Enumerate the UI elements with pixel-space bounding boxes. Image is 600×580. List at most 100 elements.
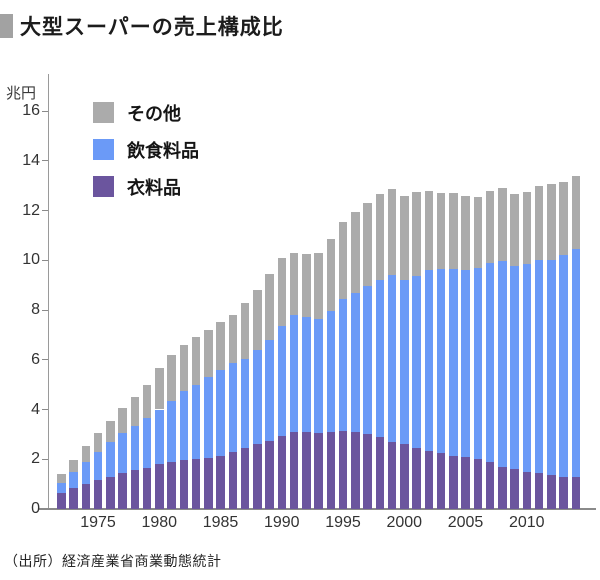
bar-segment-その他-1994 xyxy=(326,239,335,312)
bar-segment-飲食料品-1989 xyxy=(265,339,274,441)
bar-segment-衣料品-2004 xyxy=(449,455,458,509)
bar-segment-飲食料品-1983 xyxy=(191,384,201,460)
y-tick-mark xyxy=(42,359,48,361)
y-tick-mark xyxy=(42,210,48,211)
bar-segment-衣料品-1984 xyxy=(204,458,213,509)
bar-segment-その他-1990 xyxy=(277,257,286,327)
bar-segment-その他-1988 xyxy=(253,290,262,350)
y-tick-mark xyxy=(42,409,48,410)
y-tick-label: 12 xyxy=(22,201,40,219)
y-tick-label: 6 xyxy=(31,350,40,368)
bar-segment-衣料品-1977 xyxy=(118,472,127,509)
page-title: 大型スーパーの売上構成比 xyxy=(20,16,284,39)
bar-segment-飲食料品-2014 xyxy=(571,249,580,477)
bar-segment-飲食料品-1979 xyxy=(142,418,152,468)
bar-segment-飲食料品-2001 xyxy=(412,276,421,449)
bar-segment-その他-1979 xyxy=(142,384,152,419)
bar-segment-飲食料品-1994 xyxy=(326,311,335,432)
bar-segment-飲食料品-1976 xyxy=(106,441,115,477)
bar-segment-飲食料品-2006 xyxy=(473,267,482,460)
bar-segment-飲食料品-1973 xyxy=(69,471,78,488)
bar-segment-衣料品-2012 xyxy=(547,475,556,509)
bar-segment-その他-1995 xyxy=(338,221,348,299)
bar-segment-飲食料品-1996 xyxy=(351,292,360,432)
y-tick-label: 2 xyxy=(31,450,40,468)
bar-segment-衣料品-1996 xyxy=(351,431,360,509)
bar-segment-飲食料品-1991 xyxy=(289,314,299,432)
legend-item-clothing: 衣料品 xyxy=(93,176,199,198)
bar-segment-飲食料品-1975 xyxy=(93,451,103,481)
y-tick-label: 16 xyxy=(22,102,40,119)
bar-segment-飲食料品-2004 xyxy=(449,268,458,456)
bar-segment-その他-1977 xyxy=(118,408,127,434)
y-tick-mark xyxy=(42,309,48,311)
y-tick-mark xyxy=(42,508,48,510)
bar-segment-飲食料品-2011 xyxy=(534,260,544,473)
bar-segment-飲食料品-2005 xyxy=(461,270,470,457)
bar-segment-衣料品-1992 xyxy=(302,431,311,509)
bar-segment-その他-1976 xyxy=(106,420,115,442)
y-tick-label: 8 xyxy=(31,301,40,318)
bar-segment-飲食料品-1986 xyxy=(228,363,237,452)
bar-segment-その他-1992 xyxy=(302,254,311,318)
bar-segment-飲食料品-1974 xyxy=(81,461,90,485)
x-axis-line xyxy=(38,508,596,510)
bar-segment-その他-1978 xyxy=(130,397,139,426)
x-tick-label-1975: 1975 xyxy=(80,514,116,531)
bar-segment-衣料品-1979 xyxy=(142,467,152,509)
bar-segment-飲食料品-1987 xyxy=(240,358,250,449)
bar-segment-その他-2006 xyxy=(473,196,482,268)
bar-segment-その他-1985 xyxy=(216,322,225,370)
bar-segment-その他-2004 xyxy=(449,193,458,269)
bar-segment-その他-2013 xyxy=(559,181,568,256)
bar-segment-飲食料品-1985 xyxy=(216,369,225,456)
bar-segment-その他-1981 xyxy=(167,354,176,401)
bar-segment-その他-1986 xyxy=(228,314,237,364)
bar-segment-飲食料品-2003 xyxy=(436,268,446,454)
bar-segment-衣料品-1990 xyxy=(277,435,286,509)
x-tick-label-2005: 2005 xyxy=(447,514,484,531)
bar-segment-衣料品-2005 xyxy=(461,456,470,509)
bar-segment-衣料品-1973 xyxy=(69,487,78,509)
bar-segment-衣料品-2006 xyxy=(473,459,482,509)
bar-segment-その他-2005 xyxy=(461,195,470,271)
x-tick-label-1980: 1980 xyxy=(141,514,178,531)
bar-segment-飲食料品-2009 xyxy=(510,266,519,470)
bar-segment-衣料品-1988 xyxy=(253,444,262,509)
bar-segment-その他-2014 xyxy=(571,175,580,250)
source-note: （出所）経済産業省商業動態統計 xyxy=(4,553,222,569)
y-tick-mark xyxy=(42,110,48,112)
y-axis-unit-label: 兆円 xyxy=(6,85,37,102)
bar-segment-衣料品-2009 xyxy=(510,469,519,509)
chart-legend: その他 飲食料品 衣料品 xyxy=(93,102,199,213)
bar-segment-飲食料品-1984 xyxy=(204,377,213,458)
title-bullet-icon xyxy=(0,14,13,38)
y-tick-mark xyxy=(42,160,48,162)
bar-segment-飲食料品-1978 xyxy=(130,425,139,471)
bar-segment-衣料品-1983 xyxy=(191,459,201,509)
bar-segment-その他-2010 xyxy=(522,191,531,264)
title-block: 大型スーパーの売上構成比 xyxy=(0,11,284,41)
bar-segment-その他-2012 xyxy=(547,184,556,261)
x-tick-label-1995: 1995 xyxy=(325,514,361,531)
legend-swatch-other xyxy=(93,102,114,123)
x-tick-label-1990: 1990 xyxy=(263,514,300,531)
bar-segment-飲食料品-1999 xyxy=(387,275,397,442)
bar-segment-衣料品-2014 xyxy=(571,476,580,509)
bar-segment-飲食料品-1997 xyxy=(363,286,372,435)
bar-segment-衣料品-2001 xyxy=(412,448,421,509)
bar-segment-衣料品-1982 xyxy=(179,460,188,509)
bar-segment-飲食料品-1993 xyxy=(314,318,323,434)
legend-item-food: 飲食料品 xyxy=(93,139,199,161)
bar-segment-衣料品-1989 xyxy=(265,440,274,509)
bar-segment-その他-2000 xyxy=(400,195,409,281)
bar-segment-衣料品-2013 xyxy=(559,476,568,509)
bar-segment-飲食料品-1982 xyxy=(179,390,188,461)
bar-segment-衣料品-1980 xyxy=(155,464,164,509)
bar-segment-衣料品-2007 xyxy=(485,461,495,509)
legend-swatch-food xyxy=(93,139,114,160)
bar-segment-衣料品-1978 xyxy=(130,470,139,509)
bar-segment-その他-1996 xyxy=(351,211,360,293)
bar-segment-飲食料品-2012 xyxy=(547,260,556,476)
